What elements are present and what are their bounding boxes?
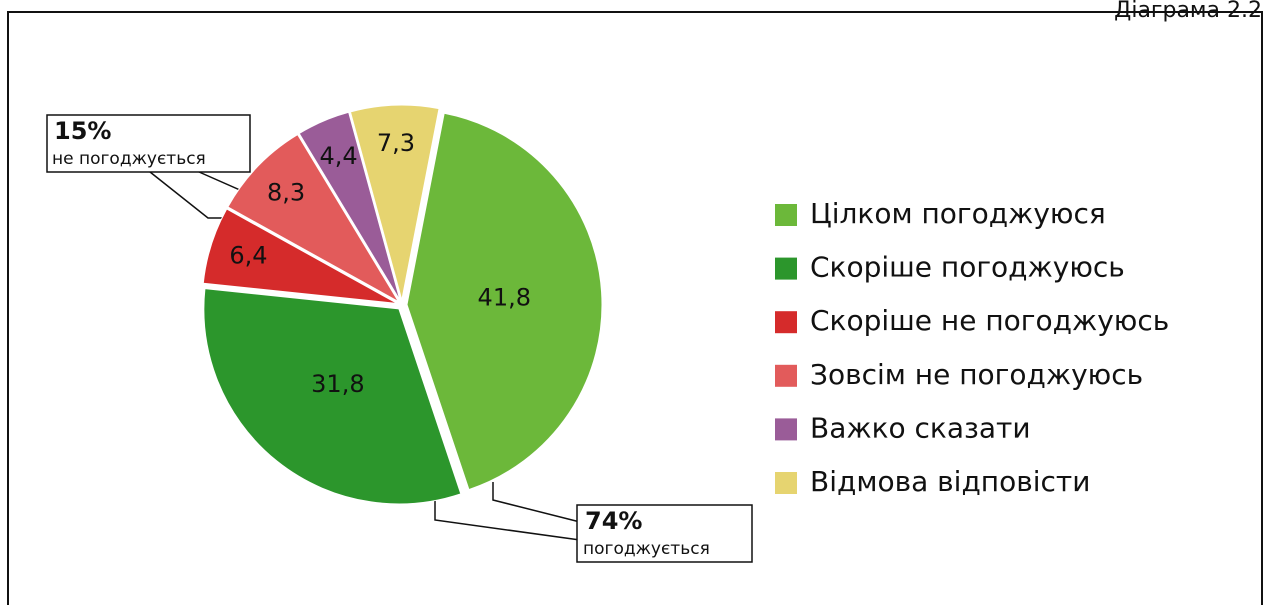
legend-swatch bbox=[775, 204, 797, 226]
legend-swatch bbox=[775, 472, 797, 494]
legend-label: Відмова відповісти bbox=[810, 465, 1090, 498]
pie-slice bbox=[202, 208, 398, 304]
leader-line bbox=[144, 167, 230, 219]
data-label: 8,3 bbox=[267, 178, 305, 206]
pie-slice bbox=[298, 111, 401, 301]
legend-label: Важко сказати bbox=[810, 411, 1031, 444]
annotation-text: не погоджується bbox=[52, 149, 206, 169]
chart-title: Діаграма 2.2 bbox=[1114, 0, 1262, 23]
annotation-box bbox=[576, 504, 753, 563]
pie-slice bbox=[349, 104, 440, 301]
data-label: 6,4 bbox=[229, 242, 267, 270]
data-label: 4,4 bbox=[319, 142, 357, 170]
leader-line bbox=[492, 482, 581, 523]
leader-line bbox=[434, 500, 581, 541]
data-label: 31,8 bbox=[311, 370, 364, 398]
legend-swatch bbox=[775, 257, 797, 280]
annotation-value: 15% bbox=[54, 117, 111, 145]
pie-slice bbox=[406, 112, 603, 491]
data-label: 41,8 bbox=[478, 283, 531, 311]
pie-slice bbox=[203, 288, 462, 505]
pie-slice bbox=[227, 133, 400, 303]
data-label: 7,3 bbox=[377, 129, 415, 157]
annotation-box bbox=[46, 114, 251, 173]
legend-label: Зовсім не погоджуюсь bbox=[810, 358, 1143, 391]
legend-label: Скоріше не погоджуюсь bbox=[810, 304, 1169, 337]
frame bbox=[7, 11, 1263, 605]
legend-swatch bbox=[775, 311, 797, 334]
annotation-text: погоджується bbox=[583, 539, 710, 559]
annotation-value: 74% bbox=[585, 507, 642, 535]
legend-label: Скоріше погоджуюсь bbox=[810, 251, 1125, 284]
legend-swatch bbox=[775, 364, 797, 387]
legend-label: Цілком погоджуюся bbox=[810, 197, 1106, 230]
legend-swatch bbox=[775, 418, 797, 441]
